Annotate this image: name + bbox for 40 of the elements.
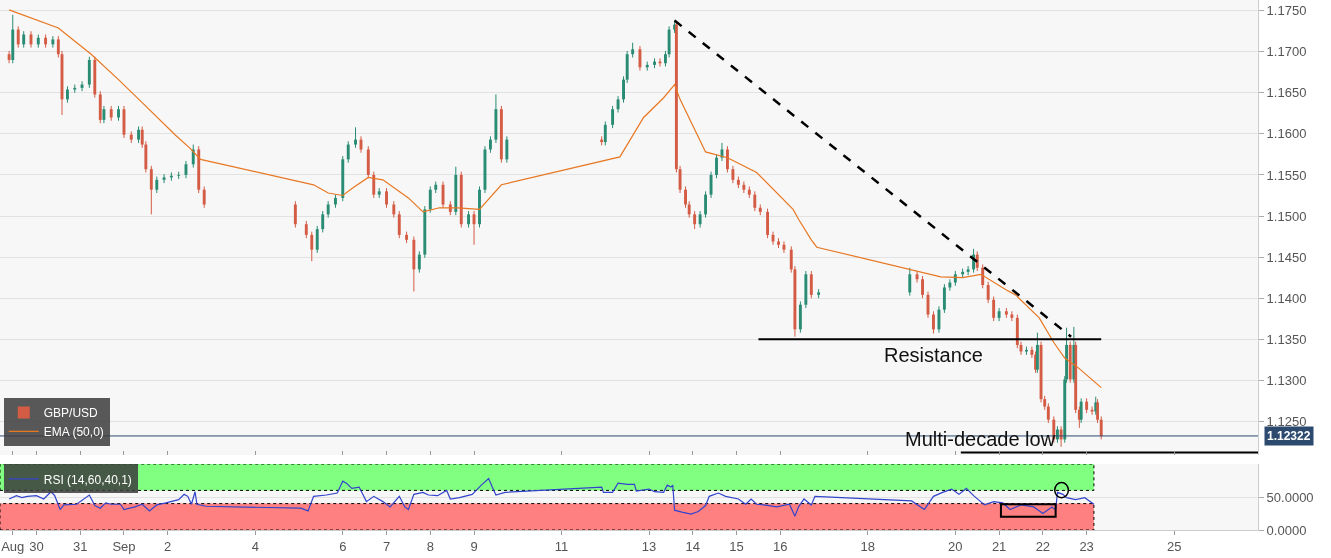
y-tick-label: 1.1600 [1266,126,1307,142]
x-tick-label: 4 [251,538,259,554]
x-tick-label: 13 [641,538,657,554]
x-tick-label: Sep [112,538,136,554]
y-tick-label: 1.1450 [1266,249,1307,265]
y-tick-label: 1.1500 [1266,208,1307,224]
y-tick-label: 0.0000 [1266,522,1307,538]
x-tick-label: 15 [729,538,744,554]
y-tick-label: 50.0000 [1266,489,1314,505]
annotation: Multi-decade low [905,428,1056,450]
x-tick-label: 22 [1035,538,1051,554]
y-tick-label: 1.1350 [1266,331,1307,347]
y-tick-label: 1.1650 [1266,85,1307,101]
x-tick-label: 6 [339,538,347,554]
x-tick-label: 7 [382,538,391,554]
x-tick-label: 11 [554,538,569,554]
x-tick-label: 14 [685,538,701,554]
y-tick-label: 1.1700 [1266,44,1307,60]
x-tick-label: 31 [72,538,88,554]
legend-label: EMA (50,0) [43,425,104,440]
y-tick-label: 1.1550 [1266,167,1307,183]
x-tick-label: 23 [1079,538,1094,554]
x-tick-label: Aug [1,538,25,554]
y-tick-label: 1.1250 [1266,413,1307,429]
legend-label: RSI (14,60,40,1) [43,472,132,487]
y-tick-label: 1.1300 [1266,372,1307,388]
x-tick-label: 2 [164,538,172,554]
ref-line-label: 1.12322 [1267,429,1311,443]
x-tick-label: 8 [426,538,434,554]
annotation: Resistance [884,344,983,366]
x-tick-label: 21 [991,538,1007,554]
x-tick-label: 20 [948,538,963,554]
x-tick-label: 25 [1166,538,1182,554]
y-tick-label: 1.1750 [1266,3,1307,19]
legend-label: GBP/USD [43,406,99,421]
x-tick-label: 30 [29,538,44,554]
y-tick-label: 1.1400 [1266,290,1307,306]
x-tick-label: 18 [860,538,876,554]
x-tick-label: 9 [470,538,478,554]
x-tick-label: 16 [773,538,788,554]
